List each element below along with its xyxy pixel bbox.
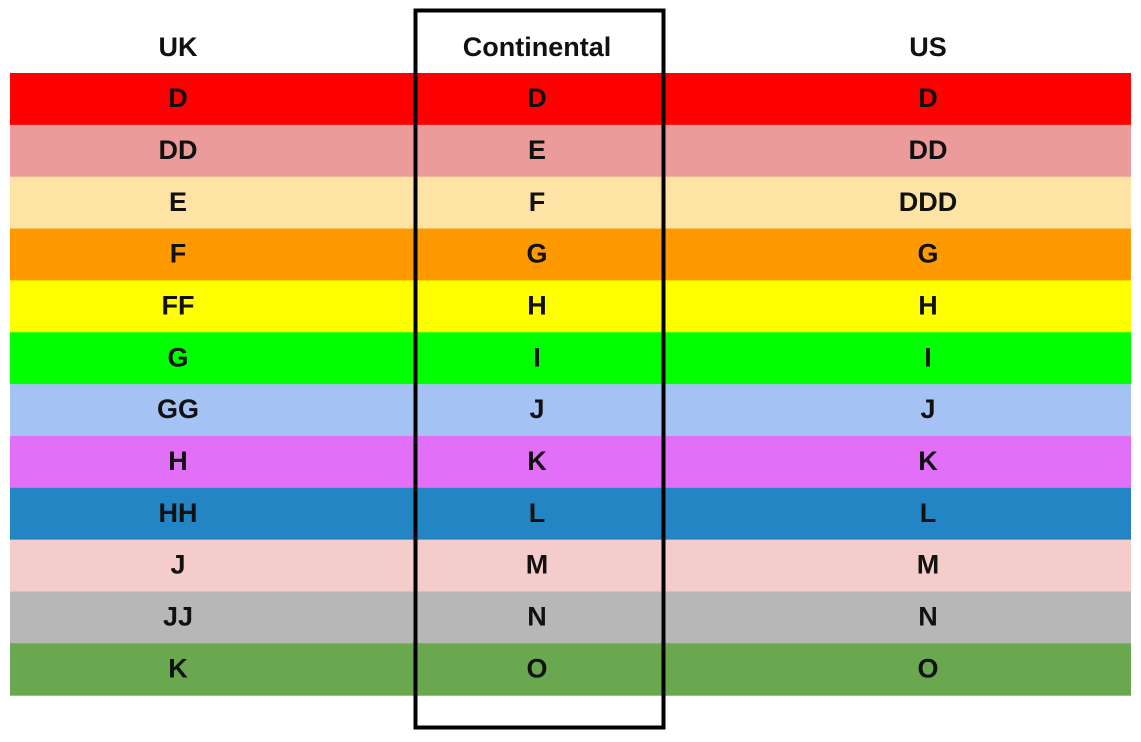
cell: H: [918, 290, 938, 320]
cell: N: [527, 602, 547, 632]
cell: H: [527, 290, 547, 320]
cell: D: [918, 83, 938, 113]
cell: J: [920, 394, 935, 424]
column-header: Continental: [463, 32, 612, 62]
cell: L: [529, 498, 546, 528]
cell: HH: [159, 498, 198, 528]
cell: DD: [159, 135, 198, 165]
cell: K: [918, 446, 938, 476]
cell: J: [170, 550, 185, 580]
row-band: [10, 539, 1131, 592]
cell: GG: [157, 394, 199, 424]
row-band: [10, 332, 1131, 385]
cell: N: [918, 602, 938, 632]
cell: O: [526, 653, 547, 683]
cell: G: [526, 239, 547, 269]
row-band: [10, 73, 1131, 126]
cell: G: [167, 342, 188, 372]
cell: D: [168, 83, 188, 113]
row-band: [10, 435, 1131, 489]
row-band: [10, 643, 1131, 696]
row-band: [10, 124, 1131, 178]
cell: D: [527, 83, 547, 113]
row-band: [10, 228, 1131, 281]
row-band: [10, 176, 1131, 230]
column-header: US: [909, 32, 947, 62]
cell: J: [529, 394, 544, 424]
cell: O: [917, 653, 938, 683]
cell: DDD: [899, 187, 958, 217]
cell: DD: [909, 135, 948, 165]
cell: I: [924, 342, 932, 372]
cell: M: [917, 550, 940, 580]
column-header: UK: [159, 32, 198, 62]
cell: H: [168, 446, 188, 476]
row-band: [10, 591, 1131, 644]
cell: FF: [162, 290, 195, 320]
highlight-box: [413, 8, 666, 730]
row-band: [10, 280, 1131, 333]
cell: G: [917, 239, 938, 269]
cell: K: [527, 446, 547, 476]
cell: M: [526, 550, 549, 580]
cell: E: [169, 187, 187, 217]
cell: JJ: [163, 602, 193, 632]
cell: E: [528, 135, 546, 165]
cell: L: [920, 498, 937, 528]
cell: K: [168, 653, 188, 683]
cell: F: [170, 239, 187, 269]
cell: I: [533, 342, 541, 372]
row-band: [10, 384, 1131, 437]
cell: F: [529, 187, 546, 217]
row-band: [10, 487, 1131, 541]
